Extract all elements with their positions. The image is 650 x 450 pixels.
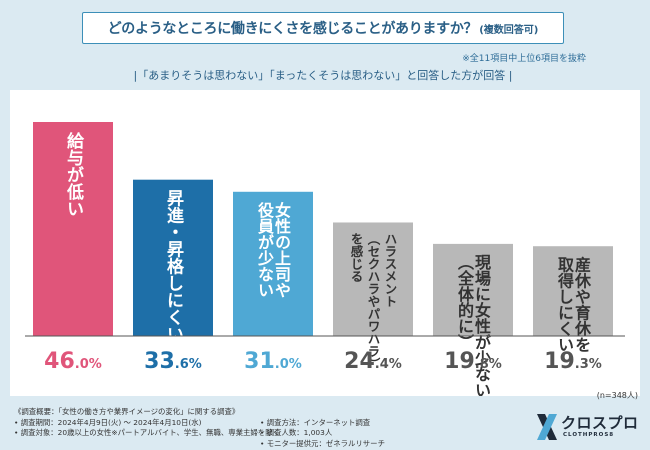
footer-line-1: 《調査概要：「女性の働き方や業界イメージの変化」に関する調査》 (14, 407, 454, 418)
sample-size: (n=348人) (596, 391, 638, 400)
bar-2 (133, 179, 213, 336)
category-label-6-1: 産休や育休を (572, 255, 592, 352)
survey-target: • 調査対象：20歳以上の女性※パートアルバイト、学生、無職、専業主婦を除く (14, 428, 280, 437)
survey-provider: • モニター提供元：ゼネラルリサーチ (260, 438, 385, 448)
footer-spacer (14, 439, 260, 450)
survey-method: • 調査方法：インターネット調査 (260, 417, 371, 427)
footer-line-3: • 調査対象：20歳以上の女性※パートアルバイト、学生、無職、専業主婦を除く •… (14, 428, 454, 439)
survey-period: • 調査期間：2024年4月9日(火) ～ 2024年4月10日(水) (14, 417, 202, 427)
logo-name: クロスプロ (561, 414, 639, 432)
survey-title: 《調査概要：「女性の働き方や業界イメージの変化」に関する調査》 (14, 407, 240, 416)
note-text: ※全11項目中上位6項目を抜粋 (462, 54, 586, 64)
footer-line-4: • モニター提供元：ゼネラルリサーチ (14, 439, 454, 450)
category-label-3-1: 女性の上司や (272, 201, 291, 298)
survey-footer: 《調査概要：「女性の働き方や業界イメージの変化」に関する調査》 • 調査期間：2… (14, 407, 454, 449)
bar-4 (333, 222, 413, 336)
category-label-1-1: 給与が低い (63, 131, 85, 217)
bar-5 (433, 243, 513, 336)
bar-1 (33, 122, 113, 336)
category-label-3-2: 役員が少ない (255, 201, 275, 298)
chart-title: どのようなところに働きにくさを感じることがありますか？ (複数回答可) (82, 12, 564, 44)
value-label-4: 24.4% (344, 349, 402, 374)
question-suffix: (複数回答可) (479, 24, 539, 36)
category-label-4-1: ハラスメント (383, 232, 398, 307)
category-label-5-2: （全体的に） (455, 254, 475, 350)
bar-6 (533, 246, 613, 336)
chart-panel: 給与が低い 46.0% 昇進・昇格しにくい 33.6% 女性の上司や 役員が少ない 31.0… (10, 90, 640, 396)
footer-line-2: • 調査期間：2024年4月9日(火) ～ 2024年4月10日(水) • 調査… (14, 418, 454, 429)
value-label-3: 31.0% (244, 349, 302, 374)
category-label-4-3: を感じる (349, 232, 364, 282)
logo-mark-icon (537, 414, 557, 440)
category-label-6-2: 取得しにくい (555, 256, 575, 352)
question-text: どのようなところに働きにくさを感じることがありますか？ (107, 21, 478, 37)
condition-text: |「あまりそうは思わない」「まったくそうは思わない」と回答した方が回答 | (133, 69, 513, 82)
value-label-5: 19.8% (444, 349, 502, 374)
category-label-5-1: 現場に女性が少ない (472, 254, 492, 396)
company-logo: クロスプロ CLOTHPROS8 (535, 412, 645, 444)
value-label-2: 33.6% (144, 349, 202, 374)
value-label-6: 19.3% (544, 349, 602, 374)
survey-count: • 調査人数：1,003人 (260, 428, 333, 437)
bar-3 (233, 191, 313, 336)
category-label-2-1: 昇進・昇格しにくい (163, 190, 184, 343)
value-label-1: 46.0% (44, 349, 102, 374)
logo-subtext: CLOTHPROS8 (563, 432, 615, 438)
